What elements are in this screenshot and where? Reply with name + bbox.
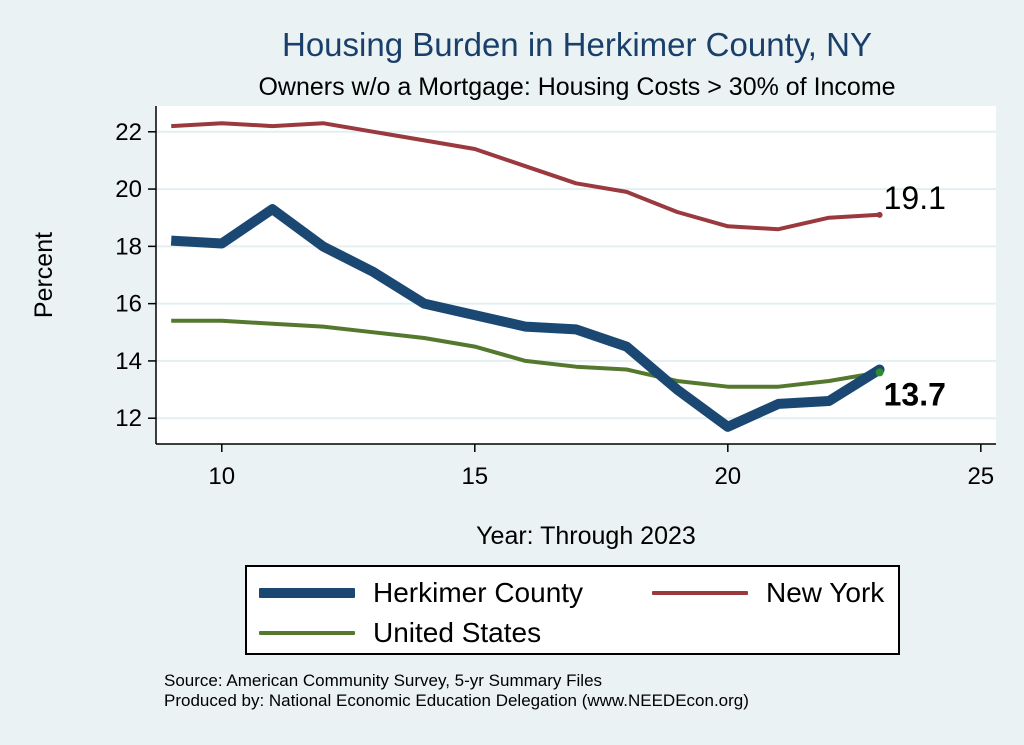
y-axis-title: Percent xyxy=(30,232,58,318)
legend-label-new-york: New York xyxy=(766,577,885,608)
x-tick-label-25: 25 xyxy=(967,463,994,490)
end-label-herkimer: 13.7 xyxy=(884,377,946,413)
legend-label-united-states: United States xyxy=(373,617,542,648)
x-tick-label-20: 20 xyxy=(714,463,741,490)
series-line-new-york xyxy=(171,121,880,232)
y-tick-label-12: 12 xyxy=(115,405,142,432)
legend-item-united-states: United States xyxy=(259,617,541,649)
series-line-herkimer xyxy=(170,204,883,432)
end-label-new-york: 19.1 xyxy=(884,180,946,216)
legend-swatch-united-states xyxy=(259,631,355,635)
legend: Herkimer County New York United States xyxy=(245,565,900,655)
y-tick-label-22: 22 xyxy=(115,119,142,146)
legend-label-herkimer: Herkimer County xyxy=(373,577,584,608)
y-tick-label-16: 16 xyxy=(115,291,142,318)
y-tick-label-18: 18 xyxy=(115,233,142,260)
series-line-united-states xyxy=(171,318,880,389)
y-tick-label-20: 20 xyxy=(115,176,142,203)
legend-item-herkimer: Herkimer County xyxy=(259,577,583,609)
end-point-marker-united-states xyxy=(875,368,884,377)
x-axis-title: Year: Through 2023 xyxy=(476,522,696,550)
legend-swatch-new-york xyxy=(652,591,748,595)
produced-by-note: Produced by: National Economic Education… xyxy=(164,691,749,710)
source-note: Source: American Community Survey, 5-yr … xyxy=(164,671,603,690)
x-tick-label-15: 15 xyxy=(461,463,488,490)
line-chart: 12 14 16 18 20 22 10 15 20 25 19.1 13.7 Year: Thro… xyxy=(30,106,996,550)
legend-item-new-york: New York xyxy=(652,577,884,609)
legend-swatch-herkimer xyxy=(259,588,355,598)
chart-title: Housing Burden in Herkimer County, NY xyxy=(282,26,872,63)
end-point-new-york xyxy=(876,211,883,218)
y-tick-label-14: 14 xyxy=(115,348,142,375)
plot-area xyxy=(156,106,996,444)
x-tick-label-10: 10 xyxy=(208,463,235,490)
chart-subtitle: Owners w/o a Mortgage: Housing Costs > 3… xyxy=(258,73,896,101)
